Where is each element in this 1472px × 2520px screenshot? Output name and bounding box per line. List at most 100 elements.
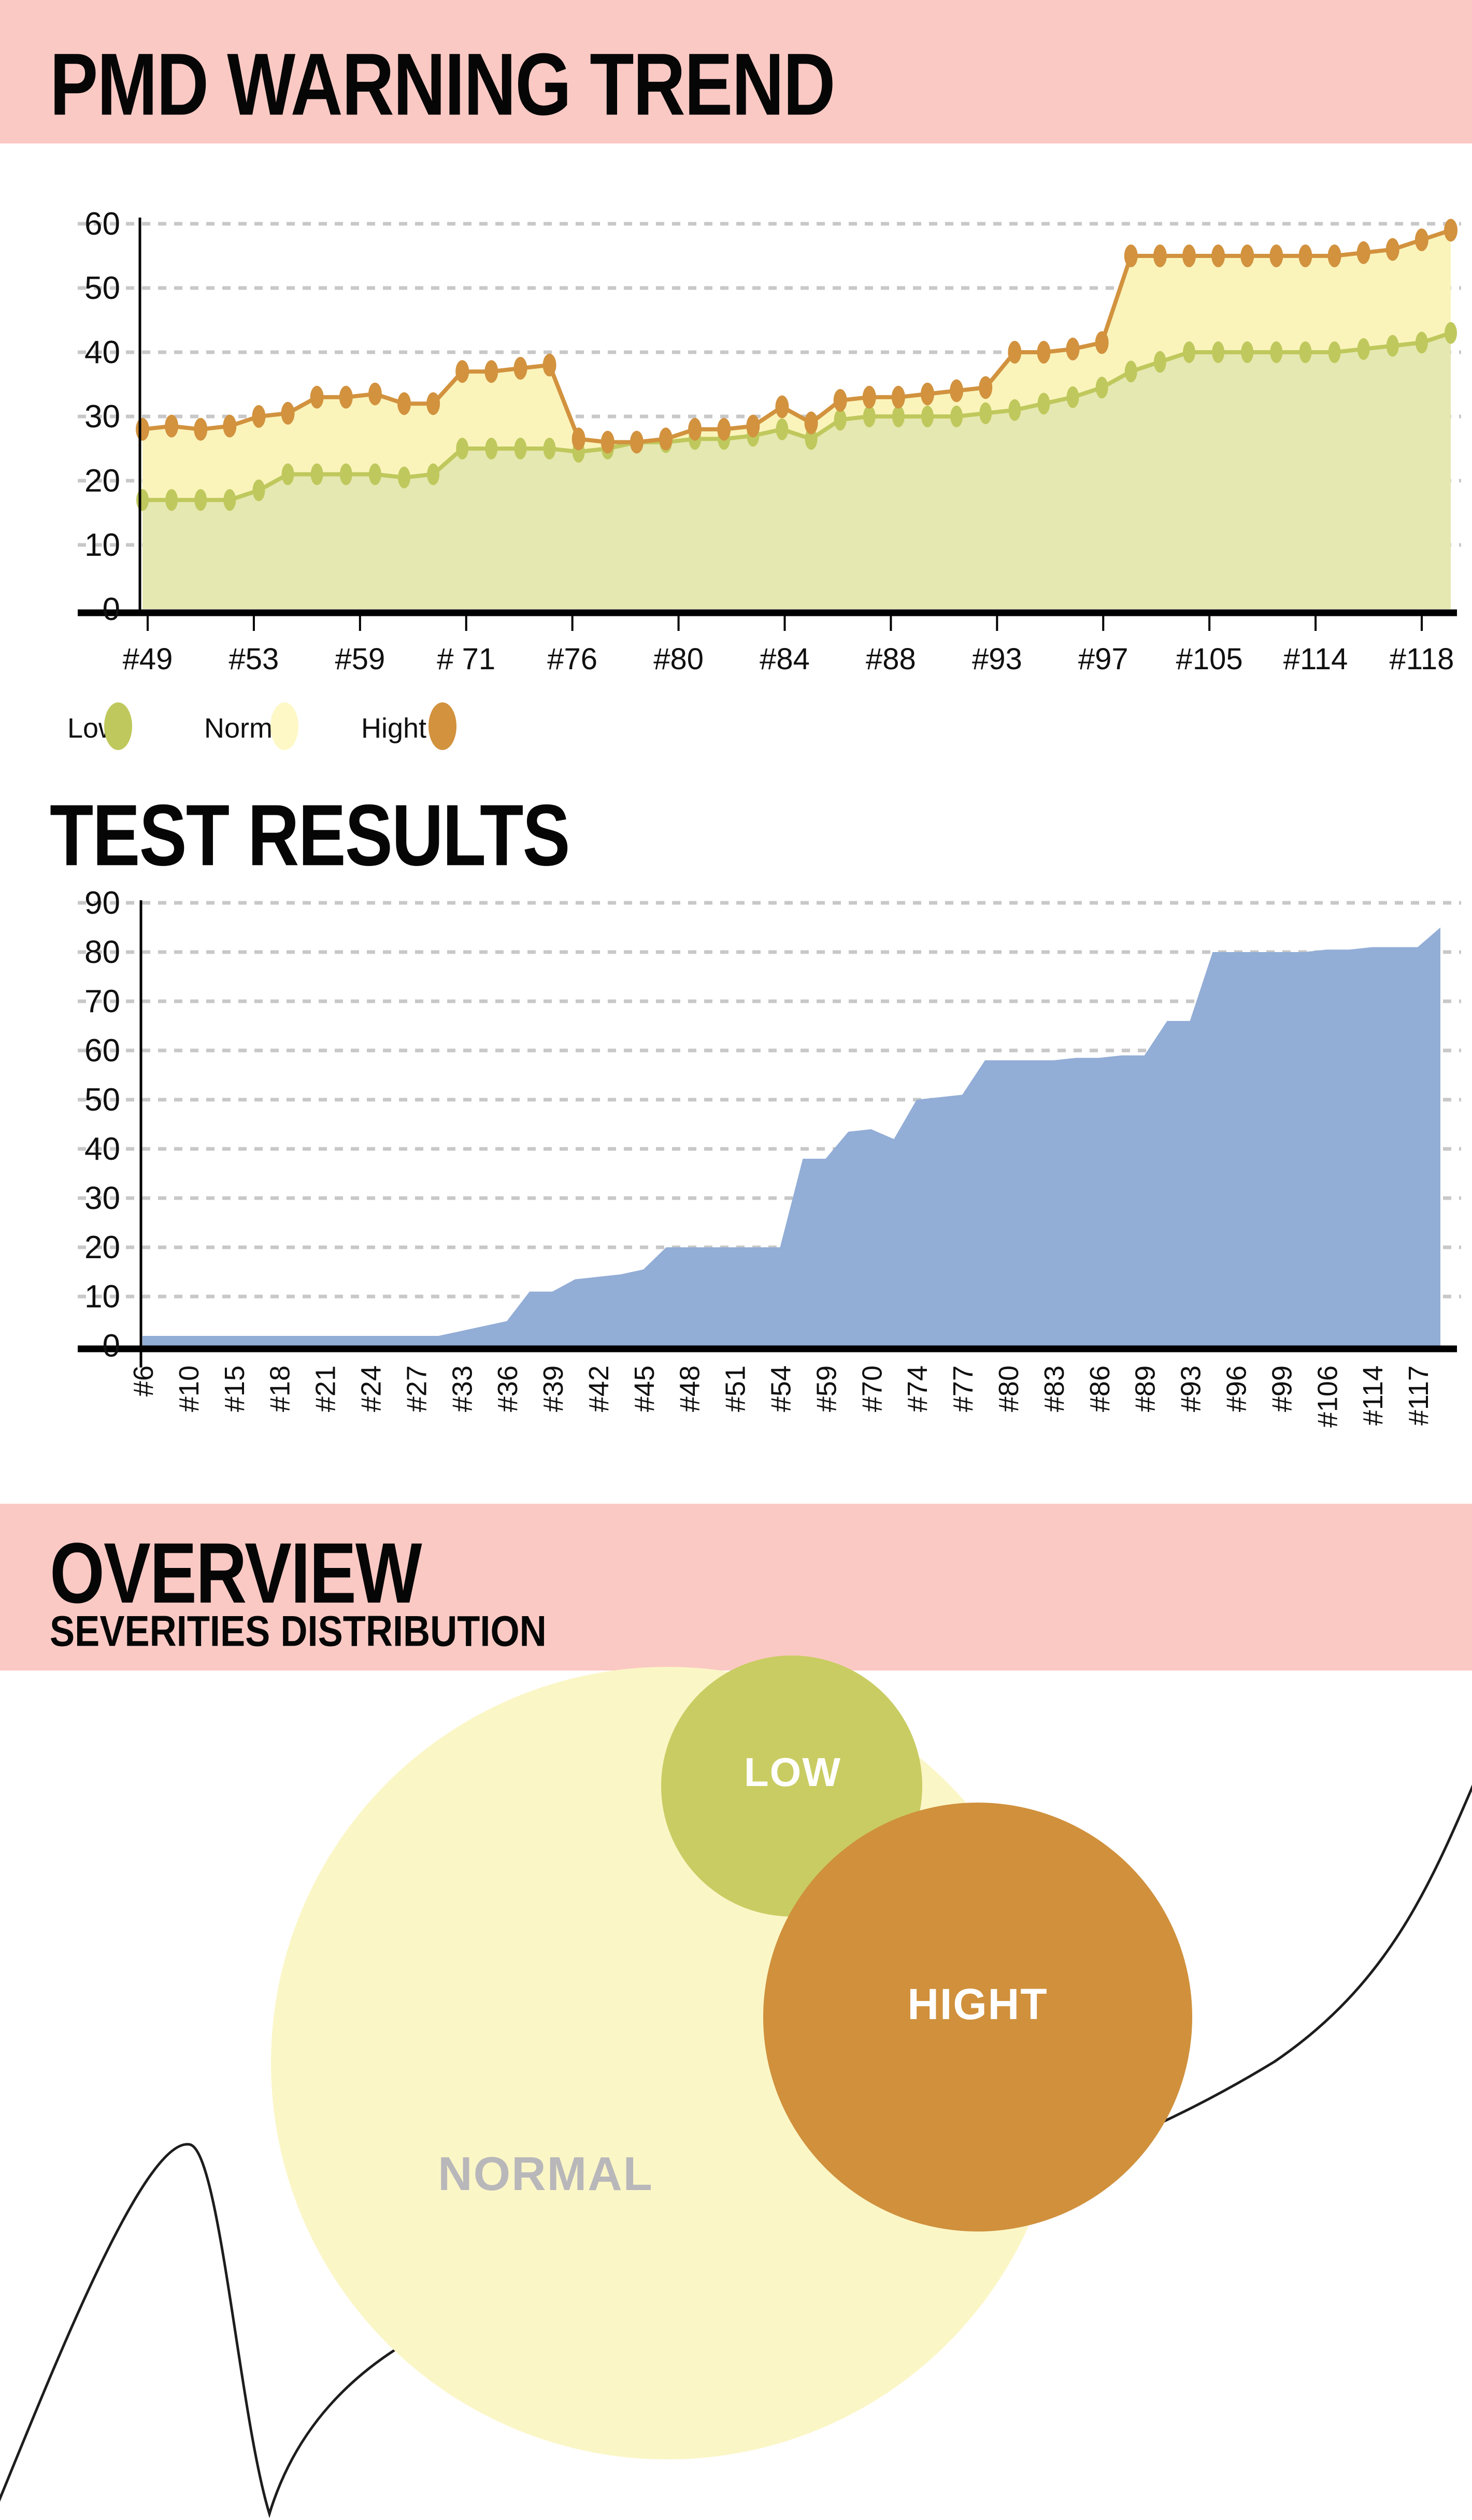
- marker-low: [1037, 393, 1050, 415]
- marker-hight: [310, 385, 324, 409]
- marker-hight: [1385, 238, 1399, 261]
- marker-low: [1066, 386, 1079, 408]
- marker-hight: [455, 360, 469, 383]
- x-tick-label: #18: [265, 1365, 296, 1412]
- legend-swatch-low: [104, 702, 132, 750]
- y-tick-label: 0: [103, 1328, 120, 1364]
- marker-low: [1008, 399, 1021, 421]
- marker-low: [1386, 335, 1399, 357]
- x-tick-label: #106: [1312, 1365, 1343, 1428]
- x-tick-label: #86: [1084, 1365, 1116, 1412]
- x-tick-label: #70: [856, 1365, 888, 1412]
- x-tick-label: #6: [128, 1365, 159, 1396]
- marker-low: [1445, 322, 1457, 344]
- x-tick-label: #54: [766, 1365, 797, 1412]
- y-tick-label: 20: [84, 463, 120, 499]
- x-tick-label: #80: [993, 1365, 1024, 1412]
- y-tick-label: 80: [84, 934, 120, 970]
- x-tick-label: #15: [219, 1365, 250, 1412]
- marker-low: [950, 406, 963, 427]
- marker-hight: [1269, 244, 1283, 267]
- x-tick-label: #53: [229, 642, 279, 676]
- x-tick-label: #114: [1283, 642, 1348, 676]
- marker-low: [1328, 341, 1341, 363]
- x-tick-label: #89: [1130, 1365, 1161, 1412]
- marker-low: [892, 406, 905, 427]
- marker-hight: [1298, 244, 1312, 267]
- marker-hight: [1414, 228, 1428, 251]
- test-results-chart: 0 10 20 30 40 50 60 70 80 90 #6 #10 #15 #18 #21 #24 #27 #…: [78, 885, 1461, 1428]
- marker-low: [834, 409, 847, 431]
- x-tick-label: #36: [492, 1365, 523, 1412]
- y-tick-label: 40: [84, 1131, 120, 1167]
- y-tick-label: 90: [84, 885, 120, 921]
- marker-hight: [223, 414, 237, 438]
- x-tick-label: # 71: [437, 642, 495, 676]
- legend-swatch-normal: [270, 702, 298, 750]
- x-tick-label: #24: [356, 1365, 387, 1412]
- marker-hight: [1037, 341, 1051, 364]
- pmd-warning-trend-chart: 0 10 20 30 40 50 60 #49 #53 #59 # 71 #76 #80 #84 #88 #9…: [67, 206, 1461, 750]
- x-tick-label: #10: [174, 1365, 205, 1412]
- x-tick-label: #74: [902, 1365, 933, 1412]
- marker-low: [776, 418, 789, 440]
- marker-hight: [368, 382, 382, 406]
- marker-hight: [1240, 244, 1254, 267]
- marker-hight: [397, 392, 411, 415]
- marker-low: [398, 466, 410, 488]
- x-tick-label: #117: [1403, 1365, 1434, 1425]
- marker-hight: [542, 353, 556, 377]
- marker-hight: [136, 417, 149, 441]
- x-tick-label: #45: [629, 1365, 660, 1412]
- marker-hight: [1327, 244, 1341, 267]
- x-tick-label: #33: [447, 1365, 478, 1412]
- marker-low: [1299, 341, 1312, 363]
- x-tick-label: #49: [123, 642, 173, 676]
- marker-hight: [1066, 337, 1080, 361]
- marker-low: [1095, 377, 1108, 399]
- marker-low: [1183, 341, 1195, 363]
- y-tick-label: 0: [103, 592, 120, 627]
- marker-low: [339, 463, 352, 485]
- marker-low: [456, 438, 469, 459]
- line-low: [142, 331, 1452, 502]
- area-low: [142, 333, 1451, 609]
- marker-hight: [688, 417, 702, 441]
- x-tick-label: #118: [1390, 642, 1454, 676]
- marker-hight: [339, 385, 353, 409]
- marker-low: [136, 489, 149, 511]
- x-tick-label: #99: [1266, 1365, 1297, 1412]
- marker-hight: [804, 411, 818, 435]
- marker-low: [921, 406, 934, 427]
- marker-hight: [717, 417, 731, 441]
- y-tick-label: 50: [84, 1082, 120, 1118]
- marker-hight: [833, 389, 847, 412]
- x-tick-label: #21: [310, 1365, 341, 1412]
- y-tick-label: 60: [84, 1033, 120, 1069]
- x-tick-label: #39: [538, 1365, 569, 1412]
- x-tick-label: #97: [1078, 642, 1128, 676]
- marker-hight: [281, 401, 295, 425]
- y-tick-label: 10: [84, 1279, 120, 1315]
- severities-bubble-chart: NORMAL LOW HIGHT: [0, 1655, 1472, 2518]
- bubble-label-low: LOW: [744, 1749, 841, 1795]
- bubble-label-normal: NORMAL: [438, 2148, 653, 2200]
- marker-low: [805, 428, 818, 450]
- marker-hight: [513, 357, 527, 380]
- section-subtitle-severities-distribution: SEVERITIES DISTRIBUTION: [50, 1607, 547, 1655]
- y-tick-label: 50: [84, 270, 120, 306]
- marker-hight: [950, 379, 964, 402]
- marker-low: [1241, 341, 1254, 363]
- bubble-label-hight: HIGHT: [907, 1980, 1048, 2028]
- marker-hight: [165, 414, 179, 438]
- marker-hight: [659, 427, 673, 451]
- marker-hight: [979, 376, 993, 399]
- marker-hight: [426, 392, 440, 415]
- marker-hight: [1095, 331, 1109, 354]
- marker-low: [1153, 351, 1166, 373]
- marker-low: [514, 438, 527, 459]
- marker-low: [1270, 341, 1283, 363]
- x-tick-label: #51: [720, 1365, 751, 1412]
- line-hight: [142, 228, 1452, 444]
